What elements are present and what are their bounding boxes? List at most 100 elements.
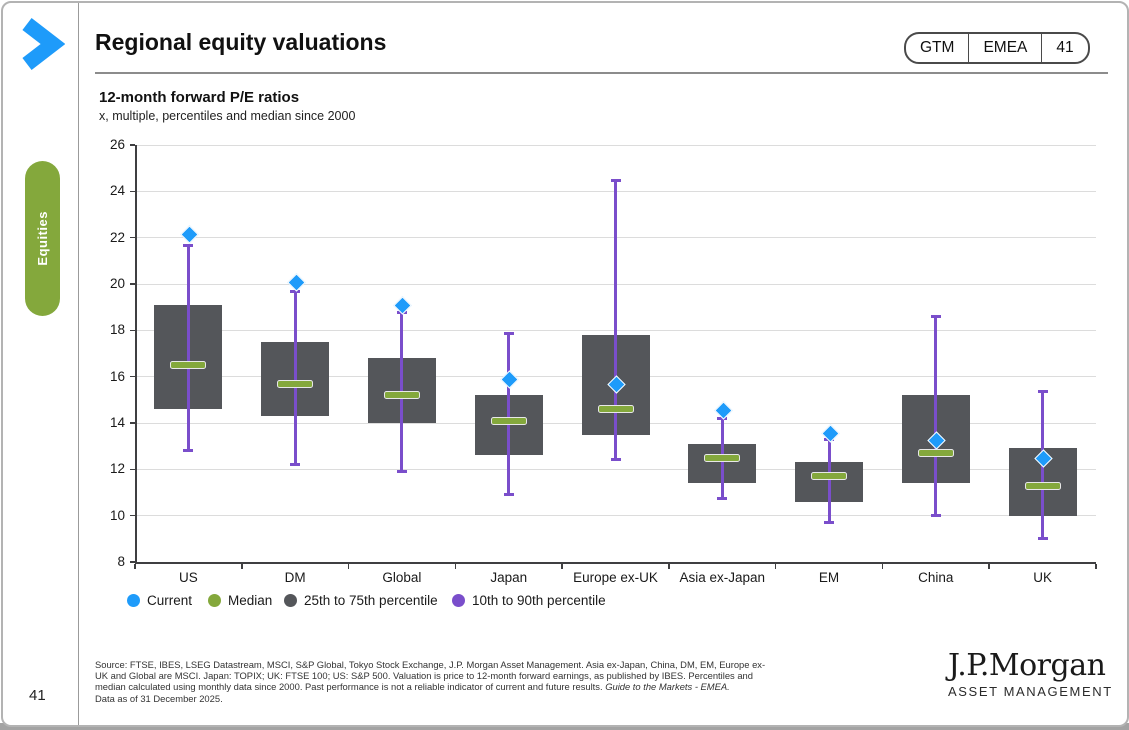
- legend-label: Current: [147, 592, 193, 608]
- legend-item: Current: [127, 592, 192, 608]
- current-marker: [393, 296, 413, 316]
- y-axis-label: 16: [109, 368, 125, 384]
- source-note: Source: FTSE, IBES, LSEG Datastream, MSC…: [95, 659, 930, 704]
- y-axis-tick: [130, 422, 135, 424]
- current-marker: [607, 375, 626, 394]
- header-divider: [95, 72, 1108, 74]
- x-axis-category-label: UK: [1033, 570, 1052, 585]
- current-marker: [1034, 449, 1053, 468]
- median-marker: [917, 449, 954, 458]
- whisker-10-90: [293, 290, 297, 465]
- y-axis-label: 12: [109, 461, 125, 477]
- gridline: [135, 422, 1096, 424]
- box-25-75: [261, 341, 330, 417]
- whisker-10-90: [1041, 390, 1045, 539]
- median-marker: [277, 379, 314, 388]
- whisker-cap-90: [824, 438, 835, 442]
- chart-subtitle: x, multiple, percentiles and median sinc…: [99, 109, 356, 123]
- whisker-cap-10: [503, 492, 514, 496]
- gridline: [135, 376, 1096, 378]
- whisker-10-90: [507, 332, 511, 495]
- whisker-cap-90: [183, 243, 194, 247]
- whisker-10-90: [400, 311, 404, 472]
- x-axis-category-label: China: [918, 570, 954, 585]
- x-axis-tick: [561, 564, 563, 569]
- legend-label: 10th to 90th percentile: [472, 592, 606, 608]
- gridline: [135, 283, 1096, 285]
- x-axis-tick: [988, 564, 990, 569]
- box-25-75: [474, 395, 543, 456]
- x-axis-line: [135, 562, 1096, 564]
- x-axis-tick: [774, 564, 777, 569]
- legend-label: 25th to 75th percentile: [304, 592, 438, 608]
- legend-dot-icon: [127, 593, 140, 607]
- gridline: [135, 468, 1096, 470]
- y-axis-label: 26: [109, 137, 125, 152]
- gridline: [135, 190, 1096, 192]
- whisker-cap-90: [930, 315, 941, 319]
- median-marker: [1024, 481, 1061, 490]
- y-axis-label: 14: [109, 415, 125, 430]
- current-marker: [927, 431, 947, 450]
- whisker-cap-90: [717, 417, 728, 421]
- whisker-cap-10: [290, 462, 301, 466]
- chart-title: 12-month forward P/E ratios: [99, 89, 300, 106]
- x-axis-tick: [454, 564, 457, 569]
- page-number: 41: [29, 687, 46, 704]
- y-axis-tick: [130, 468, 135, 471]
- box-25-75: [154, 304, 223, 410]
- box-25-75: [581, 334, 650, 435]
- legend-item: 10th to 90th percentile: [452, 592, 606, 608]
- whisker-cap-10: [1037, 536, 1048, 540]
- whisker-cap-90: [290, 289, 301, 293]
- y-axis-label: 22: [109, 229, 125, 245]
- sidebar-item-equities[interactable]: Equities: [25, 161, 60, 316]
- data-as-of: Data as of 31 December 2025.: [95, 692, 223, 704]
- page-title: Regional equity valuations: [95, 29, 387, 55]
- jpmorgan-wordmark: J.P.Morgan: [948, 648, 1106, 683]
- whisker-cap-10: [610, 458, 621, 462]
- whisker-cap-10: [183, 448, 194, 452]
- box-25-75: [1008, 448, 1077, 516]
- y-axis-tick: [130, 375, 135, 378]
- whisker-cap-90: [1037, 389, 1048, 393]
- y-axis-tick: [130, 236, 135, 239]
- chevron-right-icon[interactable]: [17, 16, 66, 70]
- x-axis-tick: [347, 564, 350, 569]
- median-marker: [490, 416, 527, 425]
- whisker-cap-10: [930, 513, 941, 517]
- x-axis-category-label: US: [179, 570, 198, 585]
- median-marker: [170, 361, 207, 370]
- whisker-10-90: [720, 418, 724, 500]
- box-25-75: [688, 443, 757, 484]
- x-axis-category-label: Europe ex-UK: [573, 570, 658, 585]
- current-marker: [500, 370, 519, 390]
- legend-dot-icon: [452, 593, 465, 607]
- legend-label: Median: [228, 592, 273, 608]
- jpmorgan-logo: J.P.Morgan ASSET MANAGEMENT: [948, 648, 1111, 699]
- whisker-cap-90: [503, 331, 514, 335]
- y-axis-tick: [130, 561, 135, 563]
- whisker-cap-10: [396, 469, 407, 473]
- current-marker: [714, 400, 733, 420]
- whisker-10-90: [614, 179, 617, 461]
- y-axis-tick: [130, 190, 135, 193]
- median-marker: [811, 472, 848, 481]
- gtm-reference: Guide to the Markets - EMEA.: [605, 681, 730, 693]
- box-25-75: [795, 462, 864, 502]
- x-axis-category-label: Japan: [490, 570, 528, 585]
- sidebar-divider: [78, 3, 79, 725]
- current-marker: [286, 273, 306, 292]
- y-axis-tick: [130, 144, 135, 146]
- whisker-cap-90: [610, 178, 621, 182]
- median-marker: [597, 405, 634, 414]
- gridline: [135, 515, 1096, 517]
- y-axis-tick: [130, 329, 135, 332]
- median-marker: [704, 453, 741, 462]
- legend-dot-icon: [208, 593, 221, 607]
- current-marker: [820, 424, 840, 443]
- whisker-cap-90: [396, 310, 407, 314]
- current-marker: [180, 224, 199, 244]
- x-axis-category-label: EM: [818, 570, 840, 585]
